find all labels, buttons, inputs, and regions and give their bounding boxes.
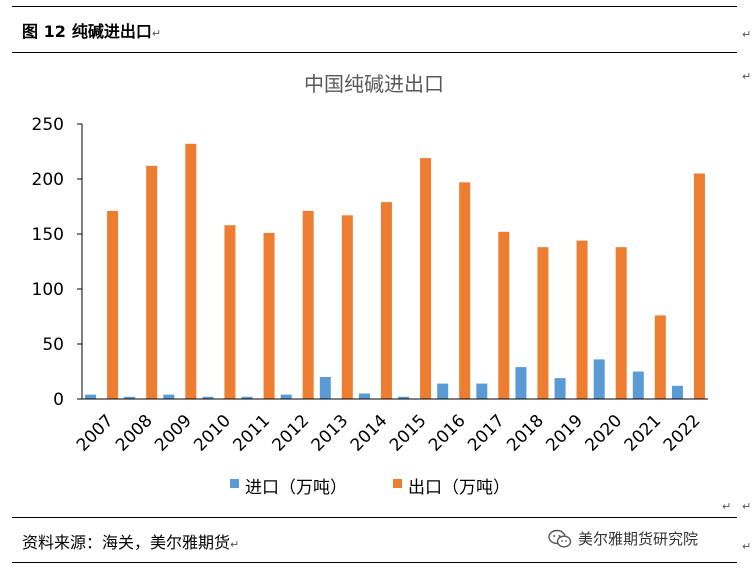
paragraph-mark: ↵: [230, 538, 240, 551]
x-tick-label: 2022: [660, 411, 705, 456]
y-tick-label: 150: [32, 225, 64, 245]
import-bar-2012: [280, 394, 292, 399]
x-tick-label: 2020: [581, 411, 626, 456]
import-bar-2013: [319, 377, 331, 399]
export-bar-2020: [615, 247, 627, 399]
top-rule: [12, 6, 737, 7]
y-tick-label: 0: [53, 390, 64, 410]
watermark-text: 美尔雅期货研究院: [578, 530, 699, 548]
x-tick-label: 2017: [464, 411, 509, 456]
footer-top-rule: [12, 517, 737, 518]
import-bar-2016: [437, 383, 449, 399]
export-bar-2021: [654, 315, 666, 399]
import-bar-2020: [593, 359, 605, 399]
import-bar-2018: [515, 367, 527, 399]
paragraph-mark: ↵: [742, 500, 752, 513]
x-tick-label: 2016: [425, 411, 470, 456]
import-bar-2011: [241, 396, 253, 399]
import-bar-2010: [202, 396, 214, 399]
import-bar-2009: [163, 394, 175, 399]
paragraph-mark: ↵: [742, 540, 752, 553]
paragraph-mark: ↵: [151, 27, 162, 40]
figure-title-text: 纯碱进出口: [71, 22, 152, 41]
x-tick-label: 2018: [503, 411, 548, 456]
wechat-icon: [548, 529, 572, 548]
export-bar-2012: [302, 210, 314, 399]
x-tick-label: 2010: [190, 411, 235, 456]
x-tick-label: 2021: [621, 411, 666, 456]
chart-title: 中国纯碱进出口: [304, 72, 444, 96]
y-tick-label: 50: [42, 335, 64, 355]
y-tick-label: 200: [32, 170, 64, 190]
import-bar-2008: [124, 396, 136, 399]
watermark: 美尔雅期货研究院: [548, 528, 698, 549]
legend-label: 进口（万吨）: [245, 478, 347, 498]
import-bar-2014: [358, 393, 370, 399]
paragraph-mark: ↵: [742, 70, 752, 83]
x-tick-label: 2011: [229, 411, 274, 456]
export-bar-2022: [693, 173, 705, 399]
legend-swatch: [230, 479, 239, 488]
x-tick-label: 2015: [386, 411, 431, 456]
export-bar-2015: [420, 158, 432, 399]
import-bar-2017: [476, 383, 488, 399]
figure-title: 图 12 纯碱进出口↵: [22, 18, 161, 42]
x-tick-label: 2014: [347, 411, 392, 456]
x-tick-label: 2012: [268, 411, 313, 456]
export-bar-2010: [224, 225, 236, 399]
x-tick-label: 2007: [73, 411, 118, 456]
export-bar-2009: [185, 143, 197, 399]
x-tick-label: 2013: [308, 411, 353, 456]
y-tick-label: 250: [32, 115, 64, 135]
import-bar-2007: [85, 394, 97, 399]
source-text: 资料来源：海关，美尔雅期货: [22, 533, 231, 552]
import-bar-2015: [398, 396, 410, 399]
legend-swatch: [393, 479, 402, 488]
title-rule: [12, 52, 737, 53]
paragraph-mark: ↵: [722, 500, 732, 513]
export-bar-2013: [341, 215, 353, 399]
source-note: 资料来源：海关，美尔雅期货↵: [22, 529, 239, 553]
footer-bottom-rule: [12, 562, 737, 563]
export-bar-2008: [146, 165, 158, 399]
x-tick-label: 2009: [151, 411, 196, 456]
export-bar-2014: [380, 202, 392, 399]
x-tick-label: 2019: [542, 411, 587, 456]
import-bar-2021: [632, 371, 644, 399]
legend-label: 出口（万吨）: [408, 478, 510, 498]
figure-label: 图 12: [22, 22, 66, 41]
export-bar-2018: [537, 247, 549, 399]
import-bar-2022: [671, 385, 683, 399]
export-bar-2011: [263, 232, 275, 399]
paragraph-mark: ↵: [742, 28, 752, 41]
export-bar-2017: [498, 231, 510, 399]
export-bar-2016: [459, 182, 471, 399]
y-tick-label: 100: [32, 280, 64, 300]
import-bar-2019: [554, 378, 566, 399]
export-bar-2019: [576, 240, 588, 399]
x-tick-label: 2008: [112, 411, 157, 456]
export-bar-2007: [107, 210, 119, 399]
